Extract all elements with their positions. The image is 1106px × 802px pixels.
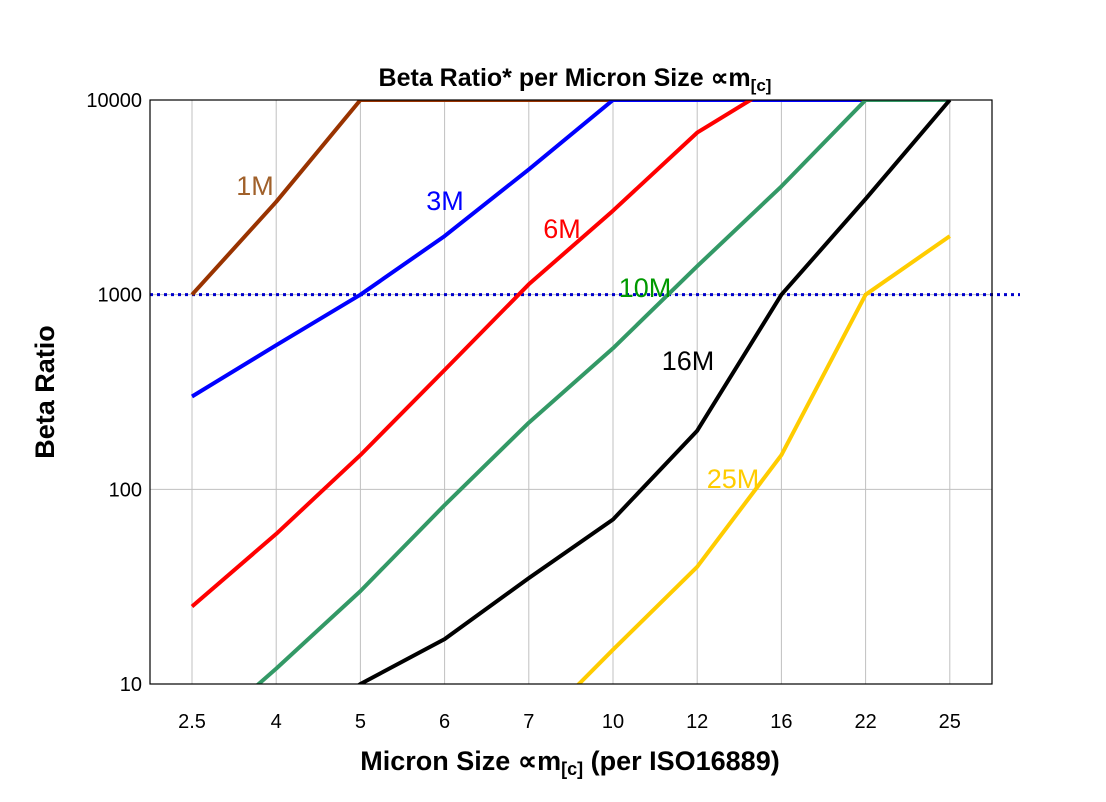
series-label-25M: 25M <box>707 464 760 494</box>
y-tick-label: 10000 <box>86 90 142 112</box>
series-line-16M <box>356 100 952 684</box>
y-axis-label: Beta Ratio <box>30 325 60 459</box>
x-tick-label: 2.5 <box>178 711 206 733</box>
series-line-1M <box>190 100 950 297</box>
x-tick-label: 10 <box>602 711 624 733</box>
series-label-16M: 16M <box>662 346 715 376</box>
series-line-10M <box>255 100 950 684</box>
chart-title: Beta Ratio* per Micron Size ∝m[c] <box>379 64 772 95</box>
x-tick-label: 25 <box>939 711 961 733</box>
series-label-1M: 1M <box>236 171 274 201</box>
plot-area-border <box>149 99 993 685</box>
x-tick-label: 4 <box>271 711 282 733</box>
x-tick-label: 12 <box>686 711 708 733</box>
series-label-10M: 10M <box>619 273 672 303</box>
x-tick-label: 7 <box>523 711 534 733</box>
series-line-6M <box>190 100 950 609</box>
y-tick-label: 10 <box>120 674 142 696</box>
series-label-6M: 6M <box>543 214 581 244</box>
series-label-3M: 3M <box>426 186 464 216</box>
gridlines <box>150 99 992 685</box>
series-line-25M <box>576 234 951 684</box>
y-tick-label: 100 <box>109 479 142 501</box>
y-tick-label: 1000 <box>98 285 143 307</box>
x-tick-label: 5 <box>355 711 366 733</box>
x-tick-label: 16 <box>770 711 792 733</box>
x-axis-label: Micron Size ∝m[c] (per ISO16889) <box>360 746 779 779</box>
series-line-3M <box>190 100 950 399</box>
x-tick-label: 22 <box>854 711 876 733</box>
x-tick-label: 6 <box>439 711 450 733</box>
